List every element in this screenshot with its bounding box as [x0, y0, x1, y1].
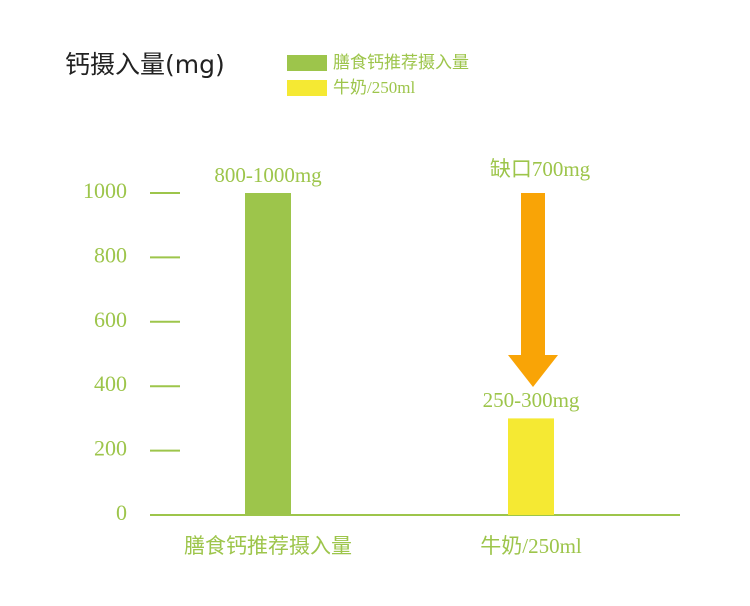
- legend-swatch: [287, 55, 327, 71]
- value-label: 250-300mg: [483, 388, 580, 412]
- chart-title: 钙摄入量(mg): [65, 50, 225, 79]
- y-tick-label: 400: [94, 371, 127, 396]
- legend-swatch: [287, 80, 327, 96]
- value-label: 800-1000mg: [214, 163, 322, 187]
- legend-label: 膳食钙推荐摄入量: [333, 53, 469, 73]
- y-tick-label: 200: [94, 436, 127, 461]
- bar: [245, 193, 291, 515]
- y-tick-label: 0: [116, 500, 127, 525]
- y-tick-label: 800: [94, 242, 127, 267]
- gap-arrow: [508, 193, 558, 387]
- legend-label: 牛奶/250ml: [333, 78, 415, 97]
- x-tick-label: 膳食钙推荐摄入量: [184, 534, 352, 558]
- bar: [508, 418, 554, 515]
- y-tick-label: 600: [94, 307, 127, 332]
- y-tick-label: 1000: [83, 178, 127, 203]
- x-tick-label: 牛奶/250ml: [480, 534, 582, 558]
- annotation: 缺口700mg: [490, 157, 591, 181]
